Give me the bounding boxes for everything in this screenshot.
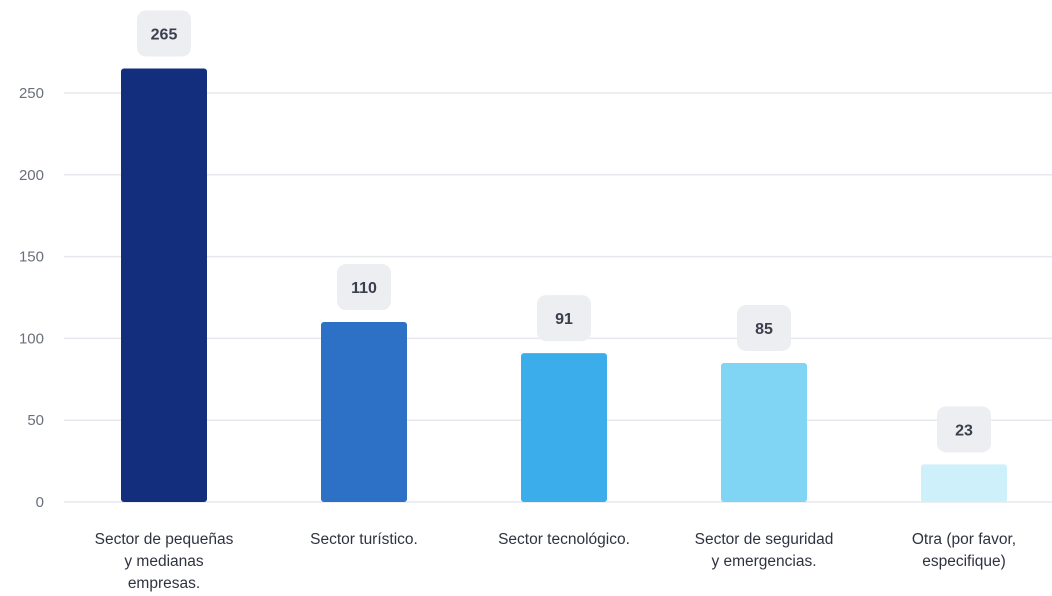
data-label-badge (137, 10, 191, 57)
y-tick-label: 50 (27, 412, 44, 429)
x-category-label: especifique) (922, 553, 1006, 570)
y-tick-label: 250 (19, 85, 44, 102)
y-axis-ticks: 0 50 100 150 200 250 (19, 85, 44, 511)
x-category-label: y emergencias. (711, 553, 816, 570)
y-tick-label: 150 (19, 249, 44, 266)
bar-2[interactable] (321, 322, 407, 502)
bar-3[interactable] (521, 353, 607, 502)
data-label-value: 23 (955, 422, 973, 439)
data-label-badge (337, 264, 391, 311)
x-category-label: empresas. (128, 575, 200, 592)
bar-1[interactable] (121, 68, 207, 503)
data-label-badge (937, 406, 991, 453)
data-label-value: 110 (351, 280, 377, 297)
y-tick-label: 100 (19, 330, 44, 347)
y-tick-label: 0 (36, 494, 44, 511)
data-label-badge (537, 295, 591, 342)
x-category-label: Otra (por favor, (912, 531, 1016, 548)
data-label-value: 91 (555, 311, 573, 328)
x-category-label: Sector de pequeñas (95, 531, 234, 548)
y-tick-label: 200 (19, 167, 44, 184)
x-category-label: Sector de seguridad (695, 531, 834, 548)
x-category-label: Sector turístico. (310, 531, 418, 548)
x-category-label: Sector tecnológico. (498, 531, 630, 548)
data-label-value: 265 (151, 26, 178, 43)
bar-5[interactable] (921, 464, 1007, 502)
category-labels: Sector de pequeñas y medianas empresas. Sec… (95, 531, 1016, 592)
data-labels: 265 110 91 85 23 (137, 10, 991, 453)
x-category-label: y medianas (124, 553, 204, 570)
data-label-badge (737, 304, 791, 351)
bar-4[interactable] (721, 362, 807, 502)
bars (121, 68, 1007, 503)
data-label-value: 85 (755, 321, 773, 338)
